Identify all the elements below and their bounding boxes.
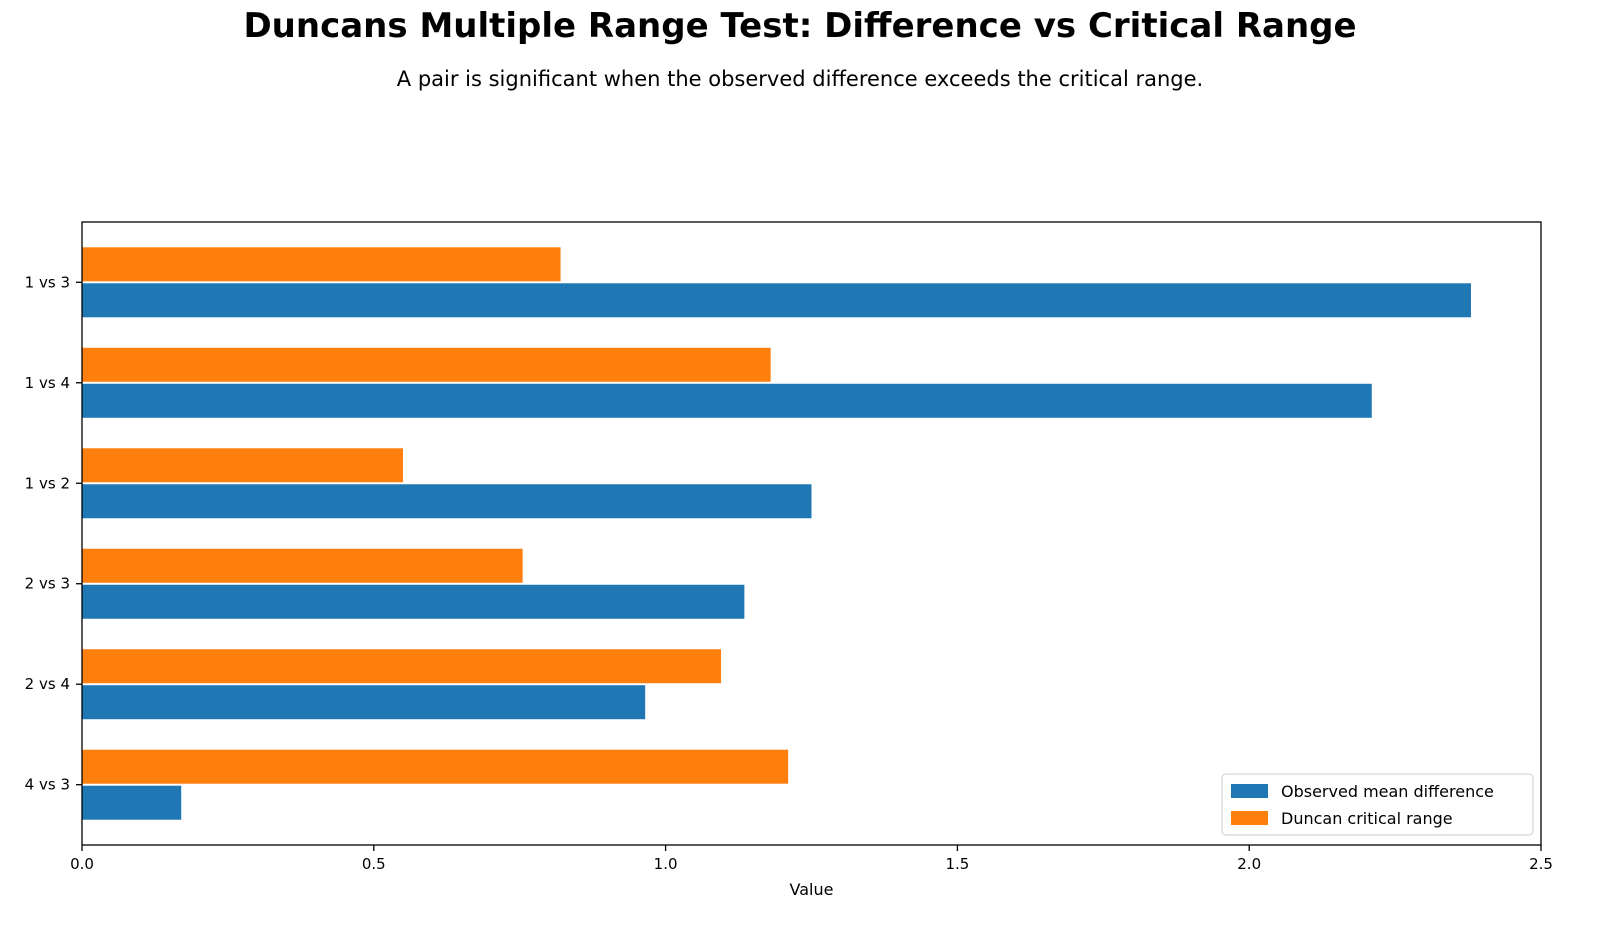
x-axis-label: Value	[790, 880, 834, 899]
bar-critical-range	[82, 548, 523, 583]
legend-label: Observed mean difference	[1281, 782, 1494, 801]
legend-box	[1221, 773, 1534, 836]
y-tick-label: 1 vs 2	[25, 474, 70, 492]
x-tick-label: 0.5	[362, 855, 386, 873]
chart-subtitle: A pair is significant when the observed …	[396, 67, 1204, 91]
legend-swatch	[1231, 784, 1268, 798]
y-tick-label: 1 vs 4	[25, 374, 70, 392]
bar-critical-range	[82, 448, 403, 483]
bar-observed-difference	[82, 283, 1471, 318]
bar-observed-difference	[82, 685, 646, 720]
legend-label: Duncan critical range	[1281, 809, 1453, 828]
y-tick-label: 4 vs 3	[25, 776, 70, 794]
x-tick-label: 2.5	[1529, 855, 1553, 873]
bars-layer	[82, 247, 1471, 820]
x-tick-label: 1.5	[945, 855, 969, 873]
x-axis-ticks: 0.0 0.5 1.0 1.5 2.0 2.5	[70, 845, 1553, 873]
plot-frame	[81, 221, 1542, 846]
bar-critical-range	[82, 247, 561, 282]
y-tick-label: 1 vs 3	[25, 273, 70, 291]
bar-critical-range	[82, 347, 771, 382]
bar-observed-difference	[82, 584, 745, 619]
legend: Observed mean difference Duncan critical …	[1221, 773, 1534, 836]
x-tick-label: 0.0	[70, 855, 94, 873]
x-tick-label: 2.0	[1237, 855, 1261, 873]
bar-critical-range	[82, 649, 722, 684]
bar-observed-difference	[82, 484, 812, 519]
chart-title: Duncans Multiple Range Test: Difference …	[243, 6, 1357, 46]
bar-observed-difference	[82, 785, 182, 820]
y-axis-ticks: 1 vs 3 1 vs 4 1 vs 2 2 vs 3 2 vs 4 4 vs 3	[25, 273, 82, 794]
bar-critical-range	[82, 749, 789, 784]
bar-observed-difference	[82, 383, 1372, 418]
legend-swatch	[1231, 811, 1268, 825]
y-tick-label: 2 vs 4	[25, 675, 70, 693]
y-tick-label: 2 vs 3	[25, 575, 70, 593]
x-tick-label: 1.0	[654, 855, 678, 873]
